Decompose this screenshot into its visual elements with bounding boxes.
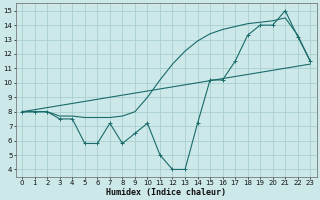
X-axis label: Humidex (Indice chaleur): Humidex (Indice chaleur) [106,188,226,197]
